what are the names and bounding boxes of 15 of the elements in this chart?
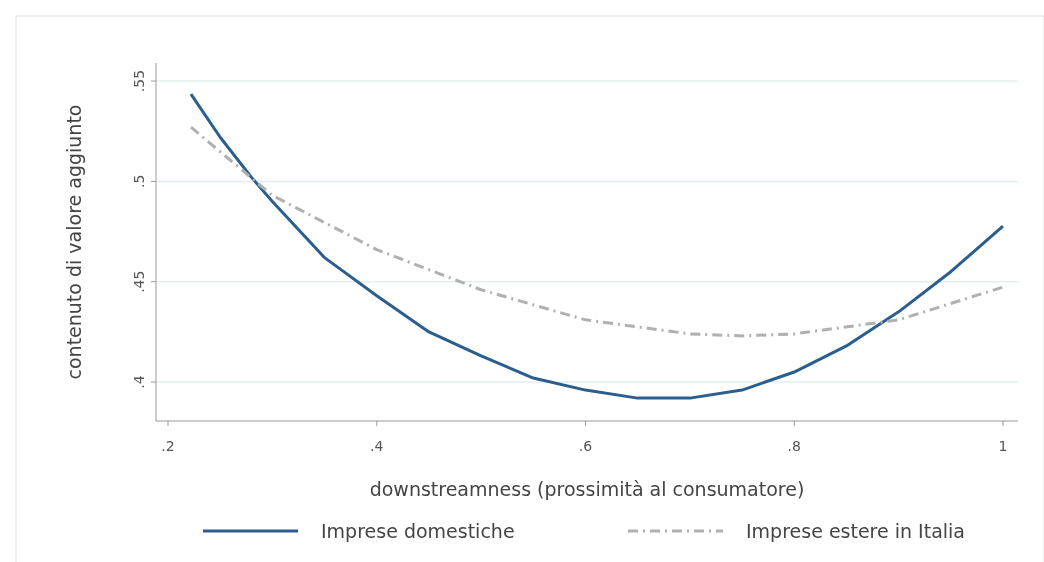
y-tick-label: .4 — [131, 375, 147, 389]
x-tick-label: 1 — [998, 438, 1008, 454]
legend-label: Imprese domestiche — [321, 520, 515, 542]
x-tick-label: .6 — [578, 438, 593, 454]
x-tick-label: .2 — [161, 438, 175, 454]
x-tick-label: .8 — [787, 438, 801, 454]
y-tick-label: .5 — [131, 174, 147, 189]
y-tick-label: .45 — [131, 270, 147, 293]
line-series — [189, 125, 1005, 338]
line-series — [189, 92, 1005, 400]
legend-label: Imprese estere in Italia — [746, 520, 965, 542]
y-axis-title: contenuto di valore aggiunto — [63, 104, 85, 380]
x-axis-title: downstreamness (prossimità al consumatore) — [369, 478, 805, 500]
x-tick-label: .4 — [370, 438, 384, 454]
y-tick-label: .55 — [131, 69, 147, 93]
